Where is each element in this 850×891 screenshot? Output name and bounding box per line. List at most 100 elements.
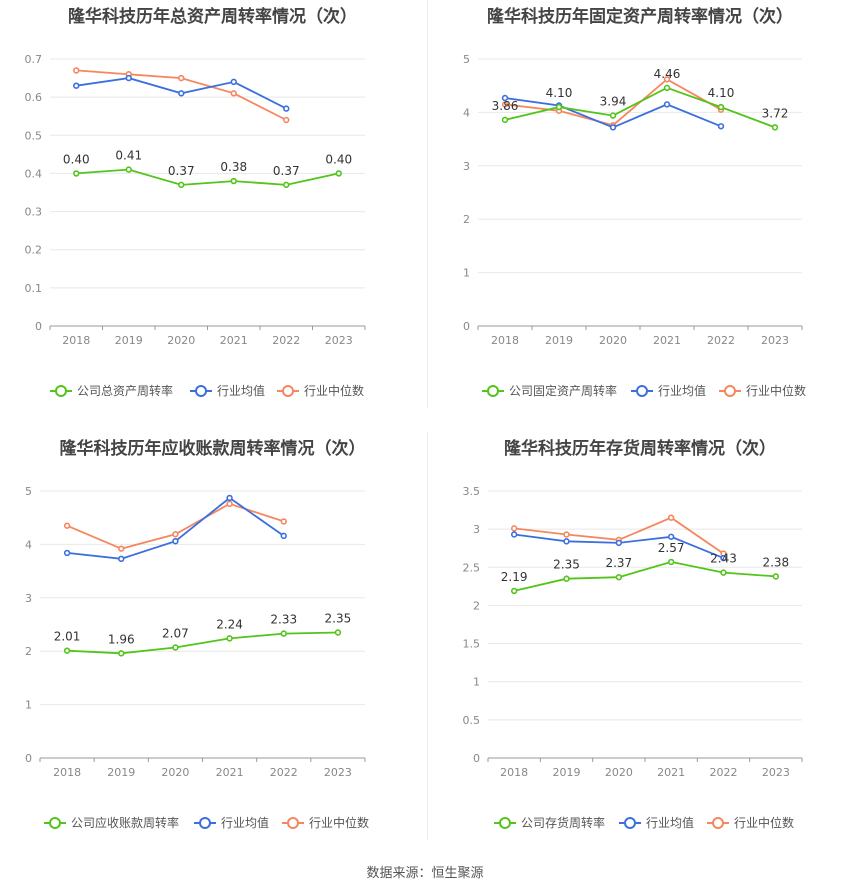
data-point [226, 500, 233, 508]
y-tick-label: 0.4 [25, 167, 43, 180]
data-point [615, 539, 623, 547]
legend-marker [636, 385, 648, 397]
x-tick-label: 2023 [325, 334, 353, 347]
legend-marker [724, 385, 736, 397]
data-point [226, 635, 233, 642]
data-point [501, 94, 509, 102]
series-line [67, 496, 285, 560]
data-point [563, 575, 570, 582]
data-point [335, 170, 342, 177]
data-point [73, 170, 80, 177]
data-label: 3.86 [492, 99, 519, 113]
legend-label: 公司总资产周转率 [77, 383, 173, 398]
data-point [178, 90, 185, 97]
legend-item: 行业中位数 [277, 383, 364, 398]
data-label: 2.19 [501, 570, 528, 584]
chart-title: 隆华科技历年存货周转率情况（次） [504, 439, 776, 459]
company-series: 0.40 0.41 0.37 0.38 0.37 0.40 [63, 149, 352, 189]
data-point [230, 90, 237, 97]
legend-item: 公司总资产周转率 [50, 383, 173, 398]
data-label: 0.38 [220, 160, 247, 174]
legend-marker [287, 817, 299, 829]
data-point [667, 558, 675, 566]
data-label: 0.41 [115, 149, 142, 163]
x-tick-label: 2020 [599, 334, 627, 347]
x-tick-label: 2018 [500, 766, 528, 779]
chart-svg: 0 0.1 0.2 0.3 0.4 0.5 0.6 0.7 2018 2019 2020 2021 20… [25, 53, 366, 398]
series-line [513, 560, 776, 592]
data-point [510, 531, 518, 538]
y-tick-label: 5 [25, 485, 32, 498]
data-point [510, 525, 518, 532]
legend-label: 行业均值 [658, 383, 706, 398]
data-label: 2.33 [270, 613, 297, 627]
y-tick-label: 2.5 [463, 561, 481, 574]
data-label: 4.10 [708, 86, 735, 100]
chart-panel-fixed-asset-turnover: 隆华科技历年固定资产周转率情况（次） 0 1 2 3 4 5 2018 2019 2020 202… [430, 0, 850, 410]
series-line [67, 631, 338, 655]
data-source-footer: 数据来源：恒生聚源 [366, 866, 484, 881]
legend-label: 行业均值 [217, 383, 265, 398]
data-point [609, 124, 617, 131]
data-point [280, 532, 287, 540]
data-point [501, 116, 509, 124]
chart-svg: 0 0.5 1 1.5 2 2.5 3 3.5 2018 2019 2020 2021 2022 2023… [463, 485, 803, 830]
data-point [226, 494, 233, 502]
industry-median-series [510, 514, 727, 557]
legend-marker [199, 817, 211, 829]
data-label: 0.37 [273, 164, 300, 178]
y-tick-label: 4 [463, 106, 470, 119]
chart-panel-inventory-turnover: 隆华科技历年存货周转率情况（次） 0 0.5 1 1.5 2 2.5 3 3.5 2018 201… [430, 432, 850, 847]
y-tick-label: 3 [473, 523, 480, 536]
legend-label: 行业均值 [646, 815, 694, 830]
y-tick-label: 1 [473, 676, 480, 689]
x-tick-label: 2023 [761, 334, 789, 347]
industry-average-series [510, 531, 727, 562]
data-point [720, 569, 727, 576]
y-tick-label: 2 [463, 213, 470, 226]
data-point [663, 84, 671, 92]
data-point [280, 630, 287, 637]
y-tick-label: 0 [463, 320, 470, 333]
data-point [772, 573, 780, 580]
x-tick-label: 2022 [710, 766, 738, 779]
y-tick-label: 3.5 [463, 485, 481, 498]
x-tick-label: 2018 [491, 334, 519, 347]
chart-panel-total-asset-turnover: 隆华科技历年总资产周转率情况（次） 0 0.1 0.2 0.3 0.4 0.5 0.6 0.7… [0, 0, 425, 410]
data-point [230, 78, 237, 86]
data-label: 1.96 [108, 632, 135, 646]
data-point [609, 112, 617, 119]
data-point [118, 555, 125, 563]
y-tick-label: 0.6 [25, 91, 43, 104]
x-tick-label: 2019 [107, 766, 135, 779]
data-point [172, 531, 179, 538]
data-label: 4.46 [654, 67, 681, 81]
y-tick-label: 4 [25, 538, 32, 551]
y-tick-label: 0.5 [463, 714, 481, 727]
data-point [667, 514, 675, 521]
data-label: 2.35 [325, 612, 352, 626]
data-point [663, 101, 671, 108]
y-tick-label: 0 [25, 752, 32, 765]
x-tick-label: 2020 [167, 334, 195, 347]
data-point [230, 177, 237, 185]
data-point [717, 103, 725, 111]
y-tick-label: 2 [473, 599, 480, 612]
x-tick-label: 2021 [220, 334, 248, 347]
legend-marker [712, 817, 724, 829]
data-point [125, 74, 132, 82]
legend-label: 公司应收账款周转率 [71, 815, 179, 830]
data-point [178, 181, 185, 189]
legend-item: 行业均值 [631, 383, 706, 398]
company-series: 2.19 2.35 2.37 2.57 2.43 2.38 [501, 541, 789, 595]
data-point [771, 124, 779, 131]
x-tick-label: 2022 [270, 766, 298, 779]
panel-divider-bottom [427, 432, 428, 840]
data-point [717, 123, 725, 130]
data-point [334, 629, 342, 636]
legend-marker [499, 817, 511, 829]
legend-label: 公司固定资产周转率 [509, 383, 617, 398]
data-point [663, 76, 671, 83]
